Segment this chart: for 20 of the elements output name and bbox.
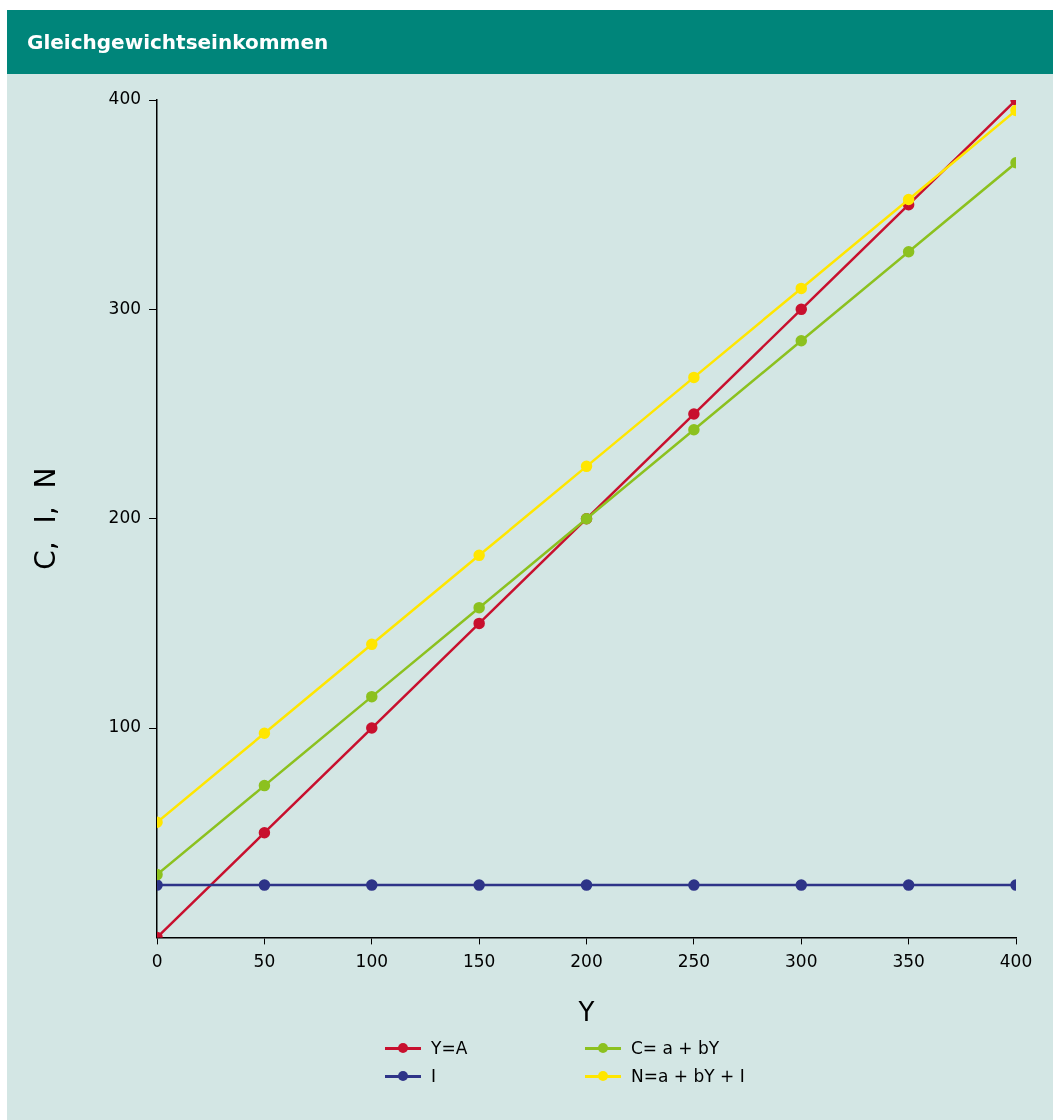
y-tick-label: 300 bbox=[108, 297, 142, 318]
legend-label: Y=A bbox=[431, 1038, 468, 1058]
x-tick-label: 300 bbox=[785, 951, 818, 972]
x-tick-label: 200 bbox=[570, 951, 603, 972]
y-tick-label: 200 bbox=[108, 507, 142, 528]
legend-label: C= a + bY bbox=[631, 1038, 720, 1058]
y-tick-label: 400 bbox=[108, 88, 142, 109]
x-tick-label: 400 bbox=[999, 951, 1033, 972]
x-tick-label: 100 bbox=[355, 951, 389, 972]
y-axis-title: C, I, N bbox=[29, 467, 63, 570]
chart-title: Gleichgewichtseinkommen bbox=[7, 10, 1053, 74]
x-tick-label: 150 bbox=[462, 951, 496, 972]
legend-label: I bbox=[431, 1066, 437, 1086]
x-tick-label: 50 bbox=[253, 951, 276, 972]
y-tick-label: 100 bbox=[108, 716, 142, 737]
x-axis-title: Y bbox=[577, 997, 595, 1028]
x-tick-label: 350 bbox=[892, 951, 925, 972]
x-tick-label: 250 bbox=[677, 951, 711, 972]
legend-label: N=a + bY + I bbox=[631, 1066, 745, 1086]
x-tick-label: 0 bbox=[151, 951, 163, 972]
